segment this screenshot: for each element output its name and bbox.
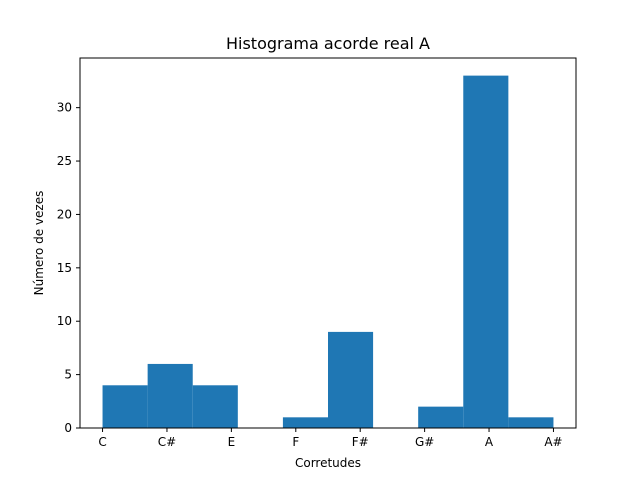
y-tick-label: 10 (57, 314, 72, 328)
y-tick-label: 5 (64, 368, 72, 382)
x-tick-label: C# (158, 435, 176, 449)
histogram-bar-4 (328, 331, 374, 428)
y-tick-label: 20 (57, 207, 72, 221)
histogram-bar-3 (282, 417, 328, 428)
x-tick-label: A (485, 435, 494, 449)
histogram-bar-1 (147, 363, 193, 428)
x-tick-label: F# (352, 435, 369, 449)
histogram-bar-7 (508, 417, 554, 428)
y-tick-label: 30 (57, 101, 72, 115)
ticks-layer: C C# E F F# G# A A# 0 5 10 15 20 25 30 (57, 101, 563, 449)
histogram-bar-0 (102, 385, 148, 428)
y-tick-label: 25 (57, 154, 72, 168)
x-axis-label: Corretudes (295, 456, 361, 470)
y-tick-label: 0 (64, 421, 72, 435)
y-tick-label: 15 (57, 261, 72, 275)
plot-frame (79, 57, 577, 429)
x-tick-label: F (292, 435, 299, 449)
x-tick-label: A# (544, 435, 562, 449)
x-tick-label: C (98, 435, 106, 449)
x-tick-label: E (228, 435, 236, 449)
y-axis-label: Número de vezes (32, 191, 46, 296)
chart-title: Histograma acorde real A (226, 34, 430, 53)
x-tick-label: G# (415, 435, 434, 449)
histogram-bar-2 (192, 385, 238, 428)
bars-layer (102, 75, 554, 428)
histogram-bar-6 (463, 75, 509, 428)
histogram-bar-5 (418, 406, 464, 428)
